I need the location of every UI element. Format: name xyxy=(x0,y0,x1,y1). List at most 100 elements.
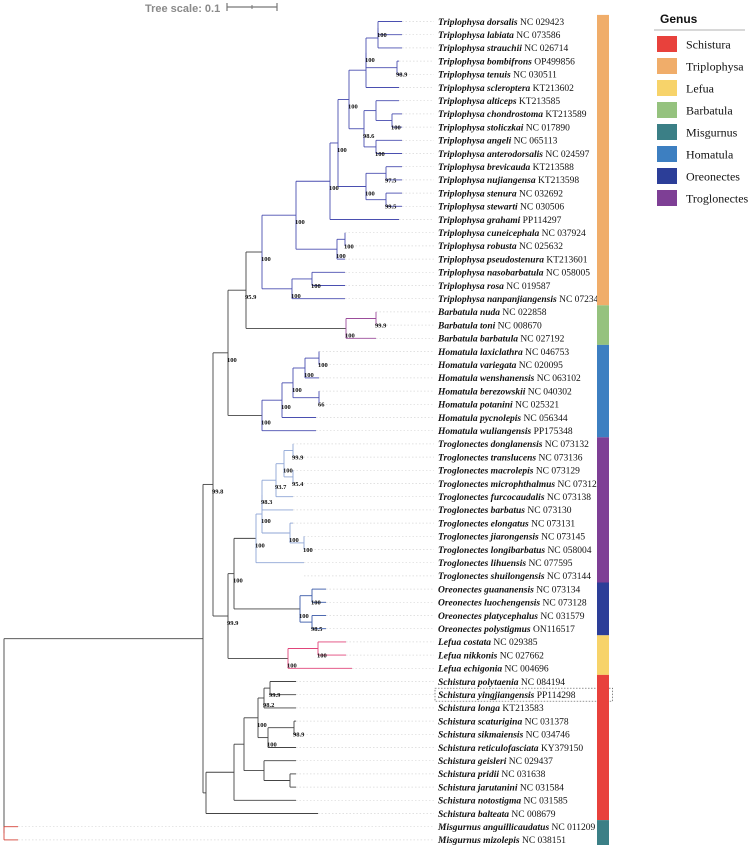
accession-number: NC 056344 xyxy=(521,414,568,424)
support-value: 100 xyxy=(261,256,271,263)
species-name: Triplophysa stoliczkai xyxy=(438,123,524,133)
support-value: 97.5 xyxy=(385,177,397,184)
species-name: Troglonectes macrolepis xyxy=(438,467,534,477)
support-value: 100 xyxy=(377,32,387,39)
accession-number: NC 032692 xyxy=(517,189,564,199)
accession-number: NC 029423 xyxy=(518,18,565,28)
leaf-label: Triplophysa labiata NC 073586 xyxy=(438,31,561,41)
accession-number: NC 073129 xyxy=(533,467,580,477)
accession-number: NC 073130 xyxy=(525,506,572,516)
accession-number: NC 058005 xyxy=(544,269,591,279)
accession-number: NC 031378 xyxy=(522,717,569,727)
leaf-label: Troglonectes translucens NC 073136 xyxy=(438,453,583,463)
species-name: Schistura yingjiangensis xyxy=(438,691,535,701)
legend-label: Schistura xyxy=(686,38,731,52)
leaf-label: Oreonectes platycephalus NC 031579 xyxy=(438,612,585,622)
accession-number: NC 026714 xyxy=(522,44,569,54)
species-name: Triplophysa grahami xyxy=(438,216,521,226)
support-value: 98.2 xyxy=(263,702,274,709)
support-value: 100 xyxy=(344,243,354,250)
leaf-label: Troglonectes longibarbatus NC 058004 xyxy=(438,546,592,556)
leaf-label: Triplophysa angeli NC 065113 xyxy=(438,137,558,147)
genus-strip-troglonectes xyxy=(597,437,609,583)
species-name: Triplophysa stenura xyxy=(438,189,517,199)
support-value: 100 xyxy=(257,722,267,729)
leaf-label: Schistura pridii NC 031638 xyxy=(438,770,546,780)
tree-branches xyxy=(3,21,402,841)
accession-number: KY379150 xyxy=(539,744,584,754)
species-name: Schistura reticulofasciata xyxy=(438,744,539,754)
leaf-label: Misgurnus mizolepis NC 038151 xyxy=(437,836,566,845)
accession-number: KT213601 xyxy=(544,255,588,265)
accession-number: NC 073131 xyxy=(529,519,576,529)
species-name: Barbatula barbatula xyxy=(437,335,518,345)
genus-strip-barbatula xyxy=(597,305,609,345)
support-value: 98.6 xyxy=(363,133,375,140)
accession-number: NC 027662 xyxy=(497,651,544,661)
accession-number: NC 025632 xyxy=(517,242,564,252)
support-value: 95.4 xyxy=(292,481,304,488)
species-name: Oreonectes polystigmus xyxy=(438,625,531,635)
support-values: 100 98.9 100 100 100 98.6 100 97.5 99.5 100 100 100… xyxy=(212,32,408,748)
leaf-label: Triplophysa tenuis NC 030511 xyxy=(438,71,557,81)
species-name: Triplophysa robusta xyxy=(438,242,517,252)
accession-number: NC 025321 xyxy=(513,401,560,411)
leaf-label: Triplophysa scleroptera KT213602 xyxy=(438,84,574,94)
leaf-label: Triplophysa alticeps KT213585 xyxy=(438,97,560,107)
support-value: 100 xyxy=(336,253,346,260)
accession-number: NC 077595 xyxy=(526,559,573,569)
accession-number: NC 040302 xyxy=(525,387,572,397)
accession-number: NC 031584 xyxy=(517,783,564,793)
genus-strip-homatula xyxy=(597,344,609,438)
accession-number: NC 017890 xyxy=(523,123,570,133)
support-value: 99.9 xyxy=(227,620,239,627)
species-name: Homatula potanini xyxy=(437,401,513,411)
accession-number: NC 020095 xyxy=(516,361,563,371)
support-value: 100 xyxy=(289,537,299,544)
species-name: Oreonectes luochengensis xyxy=(438,599,540,609)
legend: Genus Schistura Triplophysa Lefua Barbatula… xyxy=(654,12,749,206)
species-name: Triplophysa labiata xyxy=(438,31,514,41)
accession-number: ON116517 xyxy=(531,625,575,635)
accession-number: KT213598 xyxy=(536,176,580,186)
support-value: 100 xyxy=(365,57,375,64)
accession-number: OP499856 xyxy=(532,57,575,67)
species-name: Barbatula toni xyxy=(437,321,496,331)
genus-strip-lefua xyxy=(597,635,609,675)
species-name: Homatula pycnolepis xyxy=(437,414,521,424)
leaf-label: Triplophysa stoliczkai NC 017890 xyxy=(438,123,570,133)
accession-number: KT213583 xyxy=(500,704,544,714)
species-name: Oreonectes platycephalus xyxy=(438,612,538,622)
species-name: Troglonectes jiarongensis xyxy=(438,533,539,543)
leaf-label: Troglonectes jiarongensis NC 073145 xyxy=(438,533,585,543)
legend-items: Schistura Triplophysa Lefua Barbatula Misgur… xyxy=(657,36,749,206)
legend-label: Misgurnus xyxy=(686,126,738,140)
leaf-label: Triplophysa nanpanjiangensis NC 072346 xyxy=(438,295,603,305)
legend-label: Triplophysa xyxy=(686,60,744,74)
accession-number: NC 024597 xyxy=(543,150,590,160)
highlight-box xyxy=(434,687,613,702)
accession-number: NC 004696 xyxy=(502,665,549,675)
support-value: 100 xyxy=(227,357,237,364)
accession-number: NC 058004 xyxy=(545,546,592,556)
legend-swatch xyxy=(657,80,677,96)
accession-number: NC 019587 xyxy=(504,282,551,292)
species-name: Triplophysa alticeps xyxy=(438,97,517,107)
legend-swatch xyxy=(657,102,677,118)
species-name: Homatula variegata xyxy=(437,361,517,371)
species-name: Troglonectes furcocaudalis xyxy=(438,493,545,503)
species-name: Misgurnus mizolepis xyxy=(437,836,520,845)
support-value: 99.8 xyxy=(212,488,224,495)
accession-number: NC 030506 xyxy=(518,203,565,213)
support-value: 95.9 xyxy=(245,294,257,301)
accession-number: NC 073138 xyxy=(545,493,592,503)
accession-number: NC 011209 xyxy=(549,823,595,833)
species-name: Misgurnus anguillicaudatus xyxy=(437,823,549,833)
accession-number: NC 008670 xyxy=(495,321,542,331)
genus-strip-schistura xyxy=(597,674,609,821)
tree-scale-label: Tree scale: 0.1 xyxy=(145,3,220,15)
support-value: 100 xyxy=(345,332,355,339)
support-value: 98.9 xyxy=(396,72,408,79)
leaf-label: Troglonectes donglanensis NC 073132 xyxy=(438,440,589,450)
